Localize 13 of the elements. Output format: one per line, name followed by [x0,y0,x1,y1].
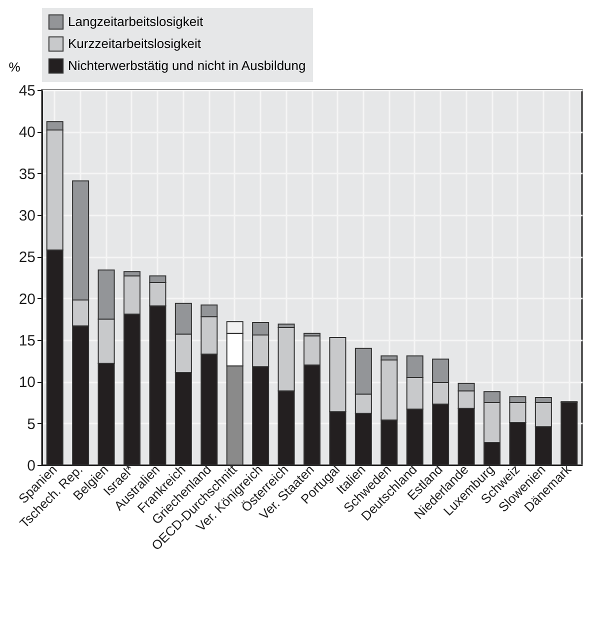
y-tick-label: 20 [18,290,36,308]
y-tick-label: 5 [27,416,36,433]
legend-label: Langzeitarbeitslosigkeit [68,14,204,29]
y-tick-label: 10 [18,374,36,392]
y-tick-label: 45 [18,82,36,100]
y-tick-label: 25 [18,249,36,266]
legend-label: Kurzzeitarbeitslosigkeit [68,36,202,51]
y-tick-label: 15 [18,332,36,350]
y-tick-label: 40 [18,124,36,142]
y-tick-label: 30 [18,208,36,224]
legend-label: Nichterwerbstätig und nicht in Ausbildung [68,58,306,73]
y-axis-title: % [8,60,21,74]
y-tick-label: 35 [18,166,36,183]
